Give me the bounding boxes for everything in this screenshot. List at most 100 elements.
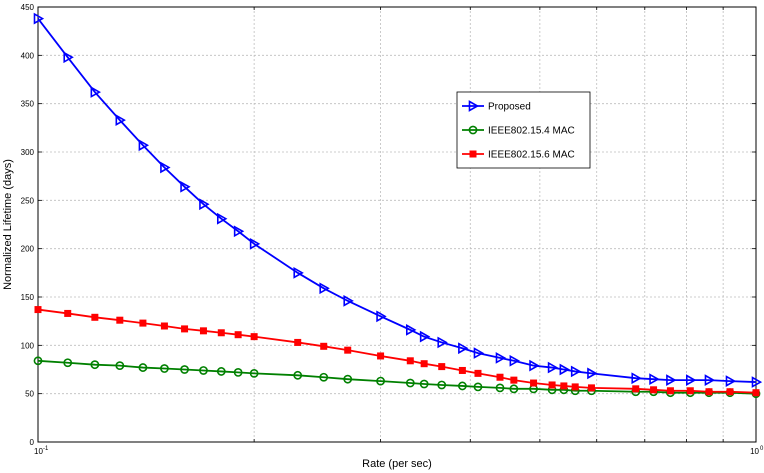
data-point-ieee802-15-4-mac <box>405 378 415 388</box>
data-point-proposed <box>437 336 448 349</box>
data-point-proposed <box>649 373 660 386</box>
legend: Proposed IEEE802.15.4 MAC IEEE802.15.6 MAC <box>456 91 591 169</box>
data-point-ieee802-15-6-mac <box>199 327 207 335</box>
data-point-proposed <box>343 294 354 307</box>
data-point-proposed <box>529 359 540 372</box>
data-point-ieee802-15-4-mac <box>115 361 125 371</box>
data-point-ieee802-15-4-mac <box>495 383 505 393</box>
data-point-ieee802-15-4-mac <box>343 374 353 384</box>
data-point-ieee802-15-4-mac <box>249 368 259 378</box>
data-point-proposed <box>559 363 570 376</box>
data-point-ieee802-15-4-mac <box>457 381 467 391</box>
legend-label-ieee802-15-6-mac: IEEE802.15.6 MAC <box>488 150 575 161</box>
data-point-proposed <box>138 139 150 152</box>
data-point-ieee802-15-4-mac <box>376 376 385 386</box>
data-point-ieee802-15-4-mac <box>419 379 429 389</box>
y-axis-label: Normalized Lifetime (days) <box>2 159 14 290</box>
data-point-ieee802-15-6-mac <box>116 316 124 324</box>
data-point-proposed <box>473 347 485 359</box>
legend-marker-ieee802-15-6-mac <box>469 150 477 158</box>
series-line-ieee802-15-6-mac <box>37 308 757 394</box>
y-tick-label: 450 <box>21 3 35 12</box>
data-point-proposed <box>509 354 520 367</box>
data-point-ieee802-15-6-mac <box>438 363 446 371</box>
y-tick-label: 100 <box>21 341 35 350</box>
x-tick-base: 10 <box>750 447 759 456</box>
data-point-proposed <box>570 365 582 378</box>
series-line-ieee802-15-4-mac <box>37 359 757 395</box>
x-axis-label: Rate (per sec) <box>362 458 432 470</box>
data-point-proposed <box>419 330 431 343</box>
data-point-proposed <box>725 375 737 387</box>
data-point-ieee802-15-6-mac <box>377 352 385 360</box>
data-point-proposed <box>376 310 387 323</box>
legend-marker-ieee802-15-4-mac <box>468 125 478 135</box>
data-point-ieee802-15-6-mac <box>64 309 72 317</box>
legend-marker-proposed <box>468 100 480 112</box>
data-point-proposed <box>587 367 598 380</box>
data-point-ieee802-15-6-mac <box>250 333 258 341</box>
data-point-proposed <box>631 372 642 385</box>
data-point-proposed <box>233 225 245 238</box>
data-point-ieee802-15-6-mac <box>234 331 242 339</box>
data-point-ieee802-15-6-mac <box>705 388 713 396</box>
y-tick-label: 350 <box>21 100 35 109</box>
data-point-ieee802-15-6-mac <box>548 381 556 389</box>
y-tick-label: 400 <box>21 51 35 60</box>
data-point-ieee802-15-6-mac <box>139 319 147 327</box>
data-point-ieee802-15-4-mac <box>319 372 329 382</box>
data-point-proposed <box>405 323 417 336</box>
data-point-proposed <box>685 374 697 387</box>
grid-lines <box>38 7 756 442</box>
x-tick-base: 10 <box>34 447 43 456</box>
data-point-ieee802-15-6-mac <box>217 329 225 337</box>
data-point-ieee802-15-4-mac <box>199 366 208 375</box>
data-point-ieee802-15-6-mac <box>686 387 694 395</box>
series-ieee802-15-4-mac <box>33 356 761 399</box>
data-point-proposed <box>293 266 304 279</box>
data-point-ieee802-15-6-mac <box>560 382 568 390</box>
x-tick-exponent: 0 <box>760 446 764 452</box>
data-point-ieee802-15-4-mac <box>509 384 519 394</box>
data-point-ieee802-15-6-mac <box>91 313 99 321</box>
data-point-proposed <box>216 212 228 225</box>
data-point-ieee802-15-4-mac <box>180 365 189 374</box>
y-tick-label: 300 <box>21 148 35 157</box>
data-point-proposed <box>666 374 677 387</box>
data-point-ieee802-15-4-mac <box>160 364 169 373</box>
data-point-proposed <box>458 342 469 355</box>
plot-area-frame <box>37 6 757 443</box>
data-point-ieee802-15-6-mac <box>726 388 734 396</box>
data-point-ieee802-15-6-mac <box>510 376 518 384</box>
data-point-ieee802-15-4-mac <box>437 380 447 390</box>
data-point-ieee802-15-6-mac <box>420 360 428 368</box>
legend-entry-ieee802-15-4-mac: IEEE802.15.4 MAC <box>462 126 575 137</box>
data-point-ieee802-15-4-mac <box>293 370 303 380</box>
data-point-ieee802-15-6-mac <box>320 342 328 350</box>
data-point-proposed <box>115 114 126 126</box>
data-point-ieee802-15-4-mac <box>138 363 148 372</box>
data-point-proposed <box>319 282 330 295</box>
data-point-ieee802-15-6-mac <box>650 386 658 394</box>
data-point-ieee802-15-6-mac <box>458 366 466 374</box>
data-point-ieee802-15-6-mac <box>496 373 504 381</box>
legend-label-ieee802-15-4-mac: IEEE802.15.4 MAC <box>488 126 575 137</box>
data-point-ieee802-15-6-mac <box>474 369 482 377</box>
data-point-ieee802-15-6-mac <box>406 357 414 365</box>
data-point-proposed <box>547 361 559 374</box>
data-point-proposed <box>199 198 210 211</box>
data-point-proposed <box>249 237 261 250</box>
data-series <box>33 12 763 399</box>
data-point-proposed <box>33 12 45 25</box>
legend-entry-proposed: Proposed <box>462 100 531 113</box>
y-tick-label: 150 <box>21 293 35 302</box>
y-tick-label: 200 <box>21 245 35 254</box>
data-point-ieee802-15-6-mac <box>34 306 42 314</box>
data-point-ieee802-15-4-mac <box>473 382 483 392</box>
x-tick-exponent: -1 <box>43 446 49 452</box>
data-point-ieee802-15-6-mac <box>666 387 674 395</box>
x-tick-label: 10 -1 <box>34 446 49 456</box>
data-point-ieee802-15-6-mac <box>160 322 168 330</box>
